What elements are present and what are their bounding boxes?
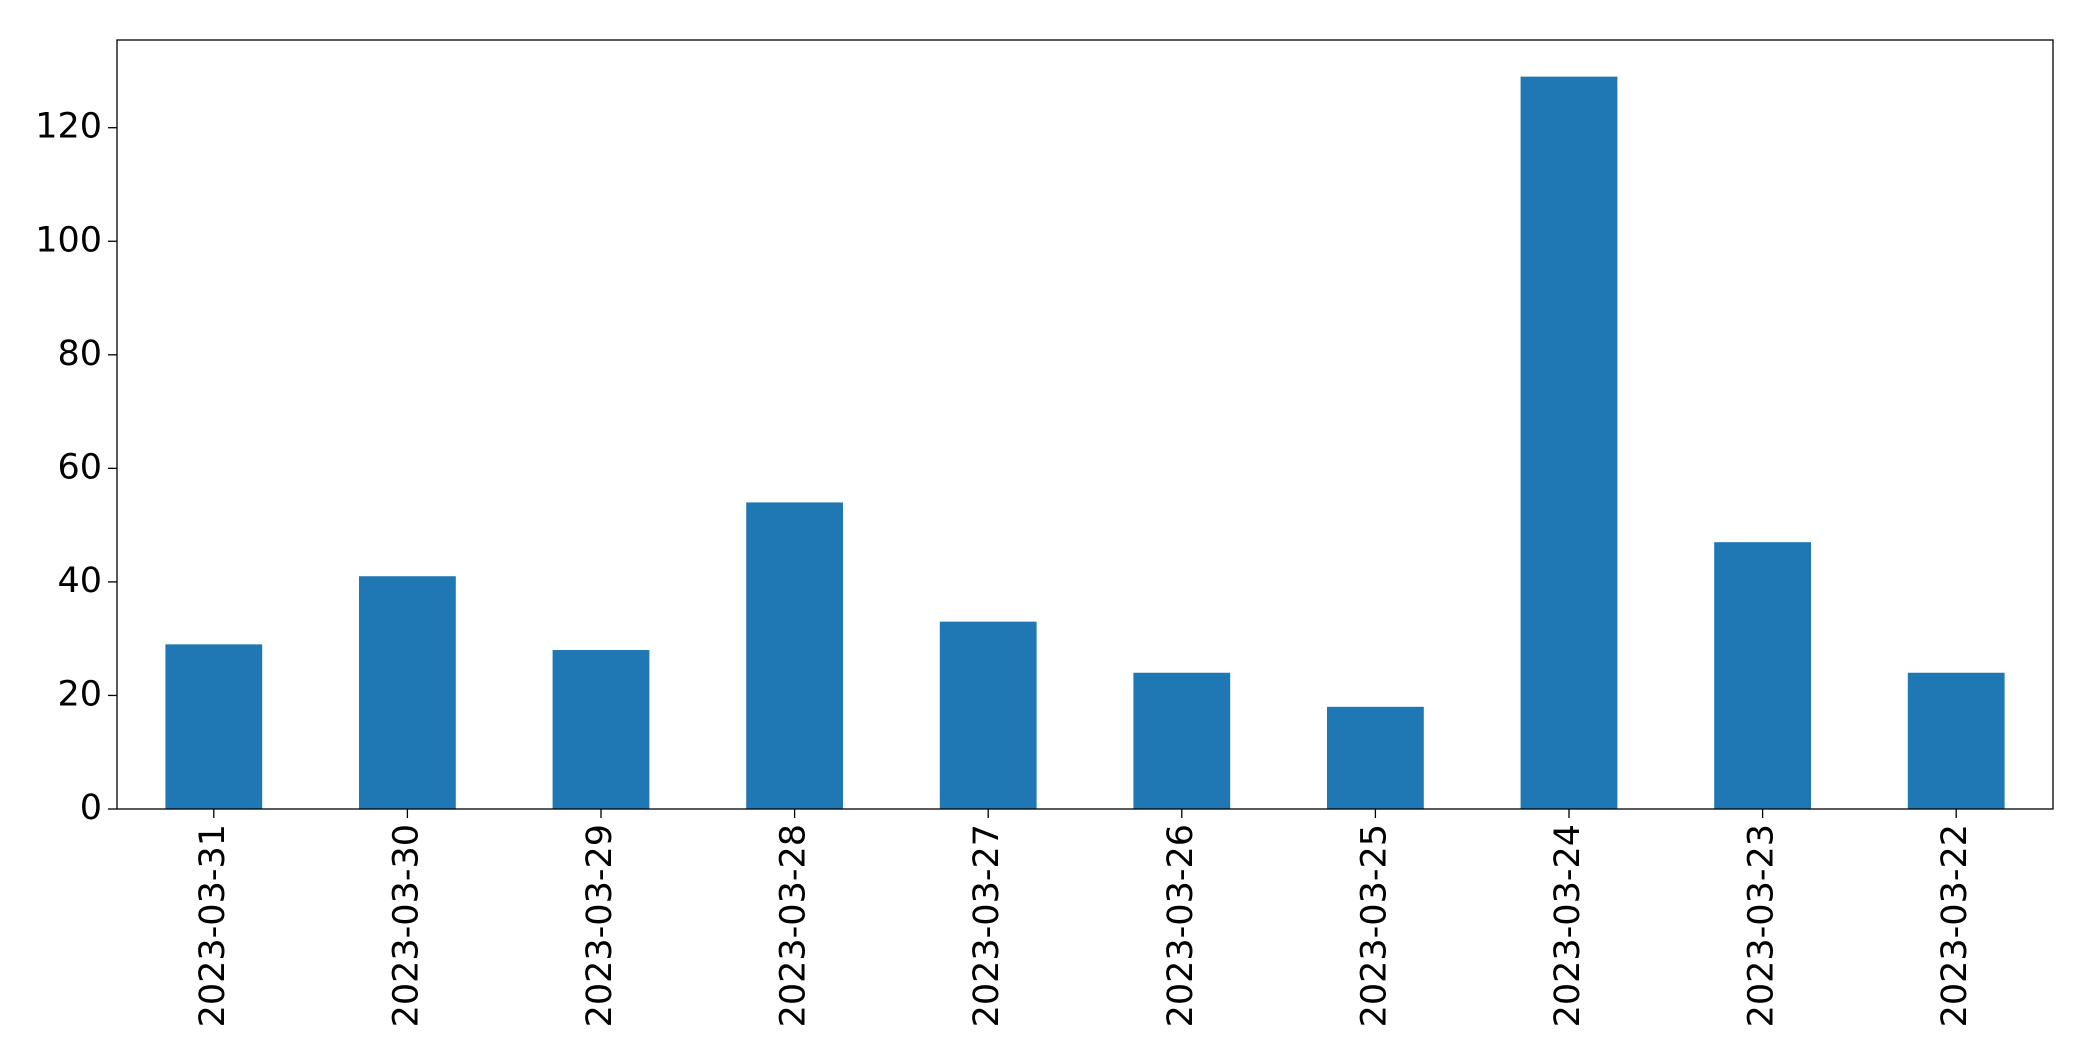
bar bbox=[1133, 672, 1231, 809]
x-tick-label: 2023-03-23 bbox=[1742, 824, 1782, 1027]
y-tick-label: 0 bbox=[80, 788, 102, 828]
x-tick-label: 2023-03-27 bbox=[967, 824, 1007, 1027]
y-tick-label: 100 bbox=[35, 220, 102, 260]
x-tick-label: 2023-03-22 bbox=[1935, 824, 1975, 1027]
bar bbox=[1907, 672, 2005, 809]
y-tick-label: 40 bbox=[57, 561, 102, 601]
x-tick-label: 2023-03-25 bbox=[1354, 824, 1394, 1027]
bar bbox=[1327, 706, 1424, 809]
bar bbox=[1714, 542, 1811, 809]
x-tick-label: 2023-03-28 bbox=[774, 824, 814, 1027]
y-tick-label: 120 bbox=[35, 107, 102, 147]
bar bbox=[1520, 76, 1618, 810]
y-tick-label: 80 bbox=[57, 334, 102, 374]
bar bbox=[552, 650, 650, 809]
y-tick-label: 20 bbox=[57, 674, 102, 714]
y-tick-label: 60 bbox=[57, 447, 102, 487]
x-tick-label: 2023-03-30 bbox=[386, 824, 426, 1027]
x-tick-label: 2023-03-24 bbox=[1548, 824, 1588, 1027]
plot-frame bbox=[116, 39, 2054, 810]
bar bbox=[359, 576, 456, 809]
x-tick-label: 2023-03-31 bbox=[193, 824, 233, 1027]
x-tick-label: 2023-03-29 bbox=[580, 824, 620, 1027]
bar bbox=[746, 502, 843, 809]
bar bbox=[165, 644, 263, 809]
x-tick-label: 2023-03-26 bbox=[1161, 824, 1201, 1027]
bar bbox=[939, 621, 1037, 809]
